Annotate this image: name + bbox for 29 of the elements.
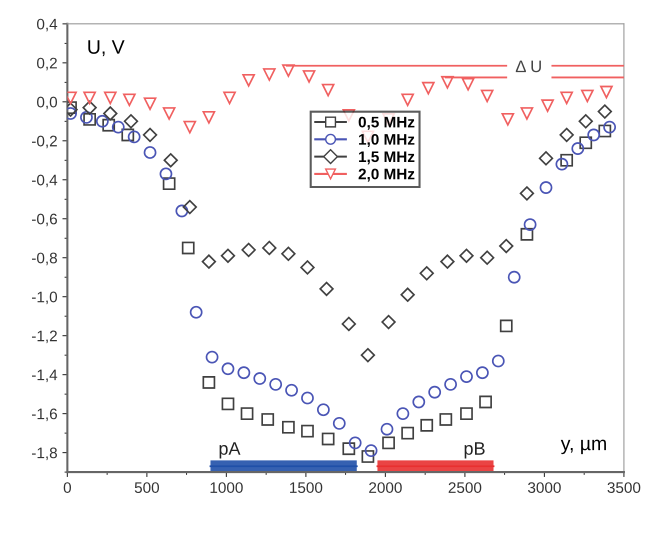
legend-label: 0,5 MHz — [358, 116, 414, 130]
legend-label: 2,0 MHz — [358, 168, 414, 182]
y-axis-title: U, V — [88, 40, 125, 56]
annotation: Δ U — [516, 60, 541, 72]
x-tick-label: 1000 — [210, 482, 243, 494]
y-tick-label: -0,2 — [32, 136, 57, 148]
y-tick-label: -1,0 — [32, 292, 58, 304]
y-tick-label: 0,0 — [37, 96, 58, 110]
x-tick-label: 2500 — [448, 482, 482, 494]
legend-label: 1,5 MHz — [359, 151, 414, 164]
x-tick-label: 0 — [64, 482, 72, 494]
y-tick-label: -0,4 — [32, 174, 58, 188]
y-tick-label: 0,2 — [37, 58, 57, 70]
x-tick-label: 3500 — [608, 482, 640, 494]
x-axis-title: y, µm — [560, 440, 606, 454]
legend-label: 1,0 MHz — [359, 134, 414, 148]
x-tick-label: 500 — [134, 482, 160, 494]
x-tick-label: 2000 — [369, 482, 402, 494]
x-tick-label: 1500 — [290, 482, 322, 494]
y-tick-label: -1,6 — [32, 408, 57, 422]
y-tick-label: -0,6 — [32, 214, 57, 226]
y-tick-label: -1,4 — [32, 370, 58, 382]
y-tick-label: -1,2 — [32, 330, 57, 344]
y-tick-label: -1,8 — [32, 447, 57, 460]
annotation: pB — [464, 442, 485, 458]
y-tick-label: -0,8 — [32, 252, 57, 266]
x-tick-label: 3000 — [528, 482, 561, 494]
annotation: pA — [220, 442, 240, 458]
y-tick-label: 0,4 — [37, 18, 58, 32]
